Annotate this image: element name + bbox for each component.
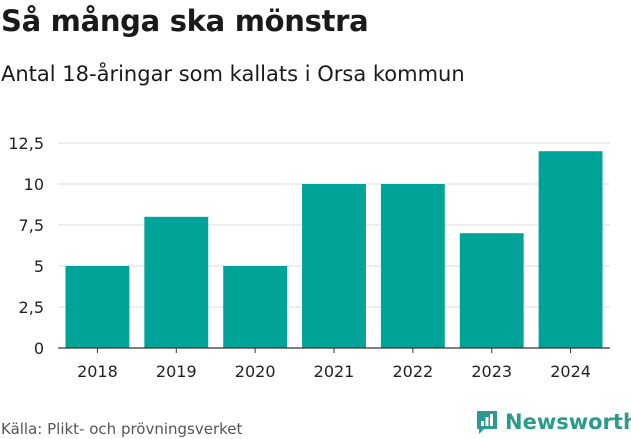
y-tick-label: 12,5	[8, 134, 44, 153]
x-tick-label: 2020	[235, 362, 276, 381]
y-tick-label: 10	[24, 175, 44, 194]
brand-logo[interactable]: Newsworthy	[475, 409, 631, 435]
y-tick-label: 0	[34, 339, 44, 358]
brand-name: Newsworthy	[505, 410, 631, 434]
bar-chart: 0 2,5 5 7,5 10 12,5 2018 2019 2020 2021 2022 2023 20…	[8, 134, 610, 381]
x-tick-label: 2024	[550, 362, 591, 381]
bar-2022	[380, 184, 445, 348]
chart-title: Så många ska mönstra	[1, 4, 369, 38]
y-tick-label: 2,5	[19, 298, 44, 317]
bar-2024	[538, 151, 603, 348]
y-tick-label: 5	[34, 257, 44, 276]
x-tick-label: 2018	[77, 362, 118, 381]
bar-2021	[302, 184, 366, 348]
x-tick-label: 2021	[314, 362, 355, 381]
bar-2019	[144, 216, 209, 348]
source-note: Källa: Plikt- och prövningsverket	[1, 420, 243, 438]
newsworthy-logo-icon	[477, 411, 497, 434]
bar-2018	[65, 266, 130, 348]
y-tick-label: 7,5	[19, 216, 44, 235]
x-tick-label: 2022	[392, 362, 433, 381]
x-tick-label: 2023	[471, 362, 512, 381]
bar-2023	[459, 233, 524, 348]
bar-2020	[223, 266, 288, 348]
chart-subtitle: Antal 18-åringar som kallats i Orsa komm…	[1, 62, 465, 86]
x-tick-label: 2019	[156, 362, 197, 381]
